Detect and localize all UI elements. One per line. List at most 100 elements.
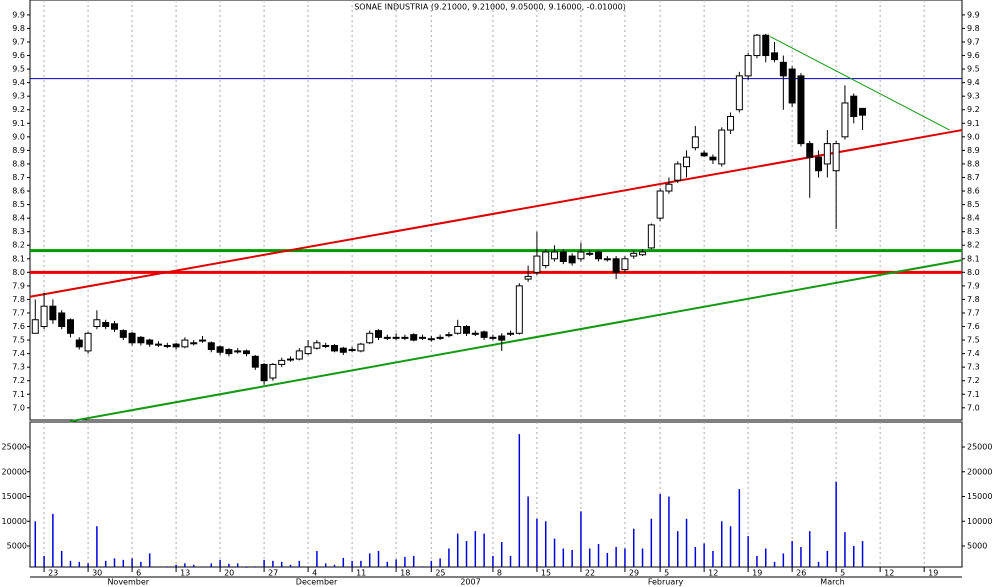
candle-body (850, 95, 858, 118)
candle-body (542, 251, 550, 267)
y-tick-label: 9.8 (12, 24, 25, 33)
candle-body (304, 346, 312, 355)
candle-body (700, 152, 708, 157)
y-tick-label: 7.1 (12, 390, 25, 399)
candle-body (225, 349, 233, 355)
y-tick-label: 9.7 (12, 38, 25, 47)
x-tick-label: 5 (840, 569, 845, 578)
candle-body (128, 332, 136, 344)
y-tick-label: 9.4 (967, 78, 980, 87)
x-tick-label: 18 (400, 569, 410, 578)
y-tick-label: 7.7 (967, 308, 980, 317)
candle-body (287, 358, 295, 361)
y-tick-label: 7.5 (967, 336, 980, 345)
candle-body (595, 251, 603, 260)
y-tick-label: 8.3 (967, 227, 980, 236)
x-tick-label: 8 (497, 569, 502, 578)
candle-body (269, 363, 277, 379)
candle-body (392, 336, 400, 339)
candle-body (762, 34, 770, 57)
candle-body (612, 258, 620, 273)
month-label: December (296, 578, 338, 587)
candle-body (568, 255, 576, 264)
candle-body (322, 344, 330, 347)
candle-body (93, 319, 101, 328)
y-tick-label: 9.3 (967, 92, 980, 101)
y-tick-label: 9.3 (12, 92, 25, 101)
y-tick-label: 7.3 (12, 363, 25, 372)
candle-body (665, 183, 673, 192)
candle-body (656, 190, 664, 219)
candle-body (454, 326, 462, 334)
x-tick-label: 19 (752, 569, 762, 578)
y-tick-label: 8.8 (967, 159, 980, 168)
y-tick-label: 20000 (2, 467, 27, 476)
candle-body (744, 55, 752, 77)
candle-body (102, 321, 110, 328)
candle-body (788, 68, 796, 104)
y-tick-label: 7.6 (967, 322, 980, 331)
candle-body (66, 319, 74, 334)
x-tick-label: 13 (180, 569, 190, 578)
y-tick-label: 9.9 (12, 10, 25, 19)
y-tick-label: 7.0 (967, 403, 980, 412)
y-tick-label: 7.4 (12, 349, 25, 358)
x-tick-label: 6 (136, 569, 141, 578)
y-tick-label: 8.8 (12, 159, 25, 168)
candle-body (427, 338, 435, 341)
candle-body (674, 163, 682, 181)
y-tick-label: 7.0 (12, 403, 25, 412)
candle-body (823, 143, 831, 165)
price-panel (29, 0, 963, 421)
x-tick-label: 26 (796, 569, 806, 578)
y-tick-label: 8.6 (967, 187, 980, 196)
x-tick-label: 11 (356, 569, 366, 578)
y-tick-label: 8.0 (12, 268, 25, 277)
candle-body (401, 336, 409, 339)
candle-body (58, 312, 66, 328)
x-tick-label: 30 (92, 569, 102, 578)
x-tick-label: 4 (312, 569, 317, 578)
candle-body (154, 343, 162, 346)
candle-body (278, 359, 286, 365)
y-tick-label: 8.1 (967, 254, 980, 263)
y-tick-label: 7.8 (12, 295, 25, 304)
candle-body (137, 336, 145, 344)
x-tick-label: 29 (629, 569, 639, 578)
y-tick-label: 9.5 (12, 65, 25, 74)
y-tick-label: 9.2 (967, 105, 980, 114)
candle-body (471, 332, 479, 335)
month-label: February (648, 578, 684, 587)
y-tick-label: 8.7 (967, 173, 980, 182)
y-tick-label: 8.6 (12, 187, 25, 196)
candle-body (480, 331, 488, 338)
x-tick-label: 22 (585, 569, 595, 578)
x-tick-label: 23 (48, 569, 58, 578)
candle-body (295, 350, 303, 360)
candle-body (49, 305, 57, 321)
y-tick-label: 9.0 (967, 132, 980, 141)
y-tick-label: 25000 (967, 443, 992, 452)
candle-body (559, 251, 567, 262)
x-tick-label: 15 (541, 569, 551, 578)
y-tick-label: 7.9 (12, 281, 25, 290)
y-tick-label: 8.9 (12, 146, 25, 155)
candle-body (841, 102, 849, 138)
y-tick-label: 5000 (7, 542, 27, 551)
candle-body (31, 319, 39, 334)
y-tick-label: 8.0 (967, 268, 980, 277)
candle-body (260, 363, 268, 382)
candle-body (603, 258, 611, 261)
y-tick-label: 8.4 (12, 214, 25, 223)
y-tick-label: 7.1 (967, 390, 980, 399)
y-tick-label: 9.2 (12, 105, 25, 114)
candle-body (577, 251, 585, 260)
y-tick-label: 7.5 (12, 336, 25, 345)
volume-panel (29, 421, 963, 568)
candle-body (436, 336, 444, 339)
y-tick-label: 8.3 (12, 227, 25, 236)
trend-line (69, 259, 963, 423)
candle-body (515, 285, 523, 334)
